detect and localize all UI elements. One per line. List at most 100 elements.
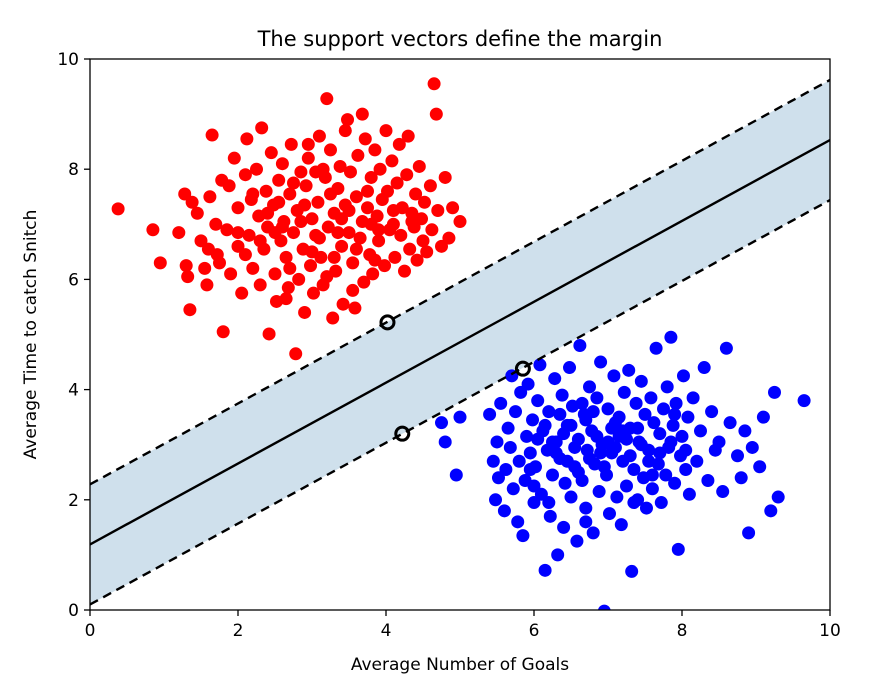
- red-point: [216, 325, 230, 339]
- red-point: [146, 223, 160, 237]
- red-point: [361, 184, 374, 198]
- blue-point: [645, 482, 659, 496]
- blue-point: [543, 509, 557, 523]
- red-point: [179, 259, 193, 273]
- red-point: [429, 107, 443, 121]
- red-point: [194, 234, 208, 248]
- blue-point: [645, 468, 659, 482]
- red-point: [425, 223, 439, 237]
- blue-point: [501, 421, 515, 435]
- blue-point: [491, 471, 505, 485]
- blue-point: [694, 424, 707, 438]
- red-point: [238, 248, 252, 262]
- red-point: [246, 261, 260, 275]
- blue-point: [681, 410, 695, 424]
- blue-point: [676, 369, 690, 383]
- blue-point: [671, 542, 685, 556]
- red-point: [349, 190, 363, 204]
- blue-point: [579, 515, 593, 529]
- blue-point: [771, 490, 785, 504]
- red-point: [364, 170, 378, 184]
- blue-point: [538, 563, 552, 577]
- x-tick-label: 4: [381, 621, 392, 641]
- blue-point: [666, 418, 680, 432]
- blue-point: [638, 407, 652, 421]
- blue-point: [649, 341, 663, 355]
- red-point: [335, 212, 349, 226]
- blue-point: [438, 435, 452, 449]
- red-point: [205, 128, 219, 142]
- blue-point: [435, 416, 448, 430]
- blue-point: [623, 449, 637, 463]
- red-point: [355, 107, 369, 121]
- x-tick-label: 2: [233, 621, 244, 641]
- red-point: [294, 215, 308, 229]
- blue-point: [642, 454, 656, 468]
- blue-point: [494, 396, 508, 410]
- blue-point: [533, 358, 547, 372]
- red-point: [231, 226, 245, 240]
- blue-point: [610, 490, 624, 504]
- blue-point: [557, 427, 571, 441]
- blue-point: [583, 380, 596, 394]
- red-point: [287, 176, 300, 190]
- red-point: [272, 195, 286, 209]
- lower-margin-line: [90, 199, 830, 606]
- red-point: [401, 129, 415, 143]
- red-point: [287, 226, 300, 240]
- red-point: [306, 286, 320, 300]
- red-point: [283, 261, 297, 275]
- blue-point: [753, 460, 767, 474]
- blue-point: [764, 504, 778, 518]
- red-point: [353, 231, 367, 245]
- blue-point: [542, 496, 556, 510]
- blue-point: [705, 405, 719, 419]
- blue-point: [534, 487, 548, 501]
- blue-point: [690, 454, 704, 468]
- blue-point: [571, 465, 585, 479]
- blue-point: [570, 534, 584, 548]
- blue-point: [512, 454, 526, 468]
- red-point: [279, 292, 293, 306]
- red-point: [333, 159, 347, 173]
- blue-point: [546, 435, 559, 449]
- red-point: [268, 267, 282, 281]
- blue-point: [734, 471, 748, 485]
- blue-point: [602, 507, 616, 521]
- red-point: [253, 278, 267, 292]
- red-point: [320, 270, 334, 284]
- red-point: [259, 184, 273, 198]
- red-point: [209, 217, 223, 231]
- blue-point: [731, 449, 744, 463]
- support-vector-marker: [379, 314, 396, 331]
- red-point: [153, 256, 167, 270]
- red-point: [272, 173, 286, 187]
- blue-point: [573, 339, 587, 353]
- red-point: [341, 113, 355, 127]
- blue-point: [527, 496, 541, 510]
- blue-point: [564, 418, 578, 432]
- blue-point: [521, 377, 535, 391]
- blue-point: [745, 440, 759, 454]
- blue-point: [506, 482, 520, 496]
- blue-point: [644, 391, 658, 405]
- blue-point: [654, 496, 668, 510]
- red-point: [289, 347, 303, 361]
- red-point: [372, 234, 386, 248]
- red-point: [351, 148, 365, 162]
- blue-point: [597, 604, 611, 610]
- red-point: [392, 137, 406, 151]
- blue-point: [723, 416, 737, 430]
- red-point: [231, 239, 245, 253]
- red-point: [409, 187, 423, 201]
- red-point: [361, 201, 374, 215]
- red-point: [222, 179, 236, 193]
- red-point: [335, 239, 349, 253]
- blue-point: [675, 429, 689, 443]
- red-point: [338, 124, 352, 138]
- x-tick-label: 8: [677, 621, 688, 641]
- blue-point: [527, 479, 541, 493]
- blue-point: [625, 564, 639, 578]
- red-point: [346, 283, 360, 297]
- blue-point: [664, 435, 678, 449]
